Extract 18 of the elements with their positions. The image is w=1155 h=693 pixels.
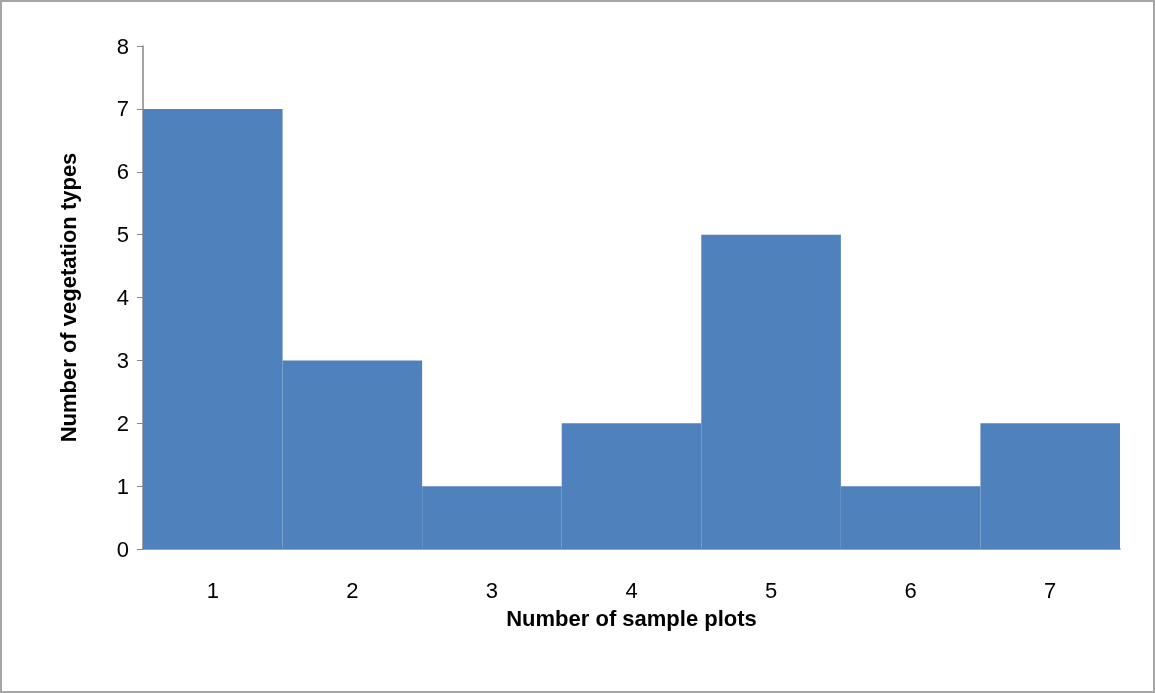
y-tick-label: 5 (116, 222, 129, 248)
x-tick-label: 6 (904, 577, 917, 603)
x-tick-label: 1 (206, 577, 219, 603)
y-tick-label: 2 (116, 410, 129, 436)
y-tick-label: 7 (116, 96, 129, 122)
x-tick-label: 7 (1044, 577, 1057, 603)
y-tick-label: 8 (116, 33, 129, 59)
x-tick-label: 2 (346, 577, 359, 603)
y-axis-title: Number of vegetation types (55, 152, 81, 443)
x-axis-title: Number of sample plots (506, 605, 757, 631)
y-tick-label: 4 (116, 285, 129, 310)
y-tick-label: 0 (116, 536, 129, 562)
y-tick-label: 6 (116, 159, 129, 185)
y-tick-label: 1 (116, 473, 129, 499)
x-tick-label: 3 (485, 577, 499, 603)
x-tick-label: 5 (764, 577, 778, 603)
x-tick-label: 4 (625, 577, 638, 603)
y-tick-label: 3 (116, 347, 129, 373)
